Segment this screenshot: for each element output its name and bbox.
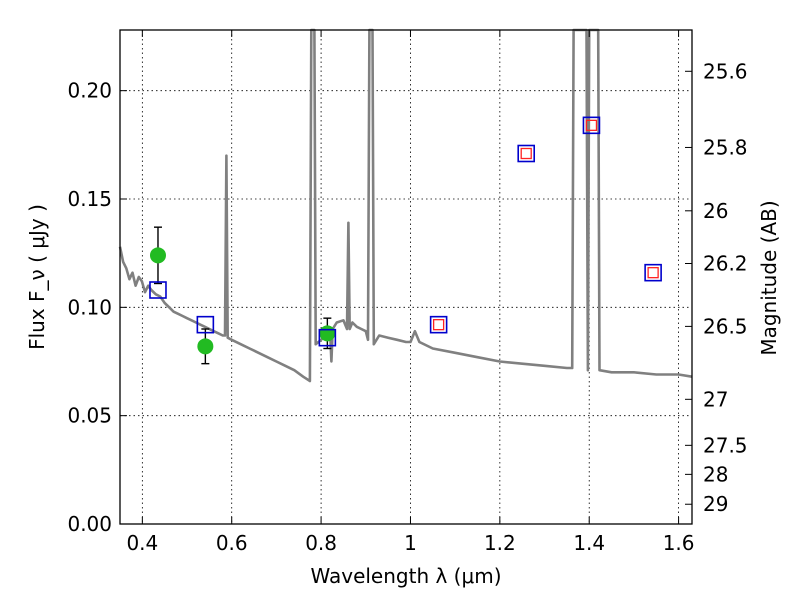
magnitude-tick-label: 25.6 xyxy=(703,59,748,83)
magnitude-tick-label: 26.5 xyxy=(703,314,748,338)
magnitude-tick-label: 26 xyxy=(703,199,728,223)
x-tick-label: 1.4 xyxy=(573,531,605,555)
y-tick-label: 0.00 xyxy=(67,512,112,536)
y-tick-label: 0.10 xyxy=(67,295,112,319)
magnitude-tick-label: 27.5 xyxy=(703,433,748,457)
plot-frame xyxy=(119,29,693,525)
x-tick-label: 1.2 xyxy=(484,531,516,555)
magnitude-tick-label: 26.2 xyxy=(703,251,748,275)
magnitude-tick-label: 28 xyxy=(703,462,728,486)
model-squares xyxy=(149,116,662,347)
observed-points xyxy=(149,247,336,355)
model-square xyxy=(582,116,601,135)
y-tick-label: 0.20 xyxy=(67,79,112,103)
x-axis: 0.4 0.6 0.8 1 1.2 1.4 1.6 xyxy=(126,30,695,555)
errorbars xyxy=(153,226,332,365)
magnitude-axis-title: Magnitude (AB) xyxy=(757,200,781,355)
y-tick-label: 0.15 xyxy=(67,187,112,211)
x-tick-label: 0.4 xyxy=(126,531,158,555)
model-square xyxy=(429,315,448,334)
model-square-inner xyxy=(585,119,598,131)
x-tick-label: 0.8 xyxy=(305,531,337,555)
model-square-inner xyxy=(647,267,659,279)
model-square-inner xyxy=(520,147,532,160)
model-square xyxy=(644,263,662,282)
x-tick-label: 1 xyxy=(404,531,417,555)
model-square xyxy=(149,281,167,299)
observed-point xyxy=(149,247,166,264)
grid-lines xyxy=(120,30,692,525)
model-square xyxy=(196,315,215,334)
y-axis-title: Flux F_ν ( μJy ) xyxy=(25,204,49,350)
y-tick-label: 0.05 xyxy=(67,404,112,428)
magnitude-tick-label: 27 xyxy=(703,387,728,411)
y-axis: 0.00 0.05 0.10 0.15 0.20 xyxy=(67,79,127,536)
magnitude-tick-label: 29 xyxy=(703,492,728,516)
observed-point xyxy=(319,325,336,342)
model-square xyxy=(517,144,536,163)
magnitude-axis: 25.6 25.8 26 26.2 26.5 27 27.5 28 29 xyxy=(685,59,748,516)
x-axis-title: Wavelength λ (μm) xyxy=(310,564,501,588)
observed-point xyxy=(197,338,214,355)
model-square xyxy=(318,328,337,347)
x-tick-label: 0.6 xyxy=(216,531,248,555)
magnitude-tick-label: 25.8 xyxy=(703,135,748,159)
x-tick-label: 1.6 xyxy=(663,531,695,555)
model-square-inner xyxy=(432,319,445,331)
